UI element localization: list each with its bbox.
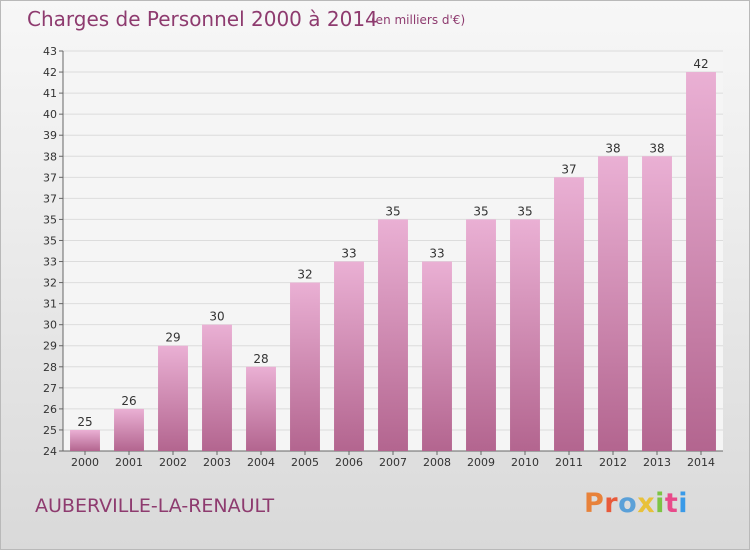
- logo-letter: i: [678, 488, 689, 519]
- logo-letter: i: [655, 488, 665, 519]
- x-tick-label: 2000: [71, 456, 99, 469]
- bar: [598, 156, 628, 451]
- x-tick-label: 2004: [247, 456, 275, 469]
- x-tick-labels: 2000 2001 2002 2003 2004 2005 2006 2007 2008 2009…: [71, 456, 715, 469]
- bar: [202, 324, 232, 451]
- y-tick-labels: 24 25 26 27 28 29 30 31 32 33 35 35 37 37 38 39 40 41 42 43: [43, 45, 57, 458]
- x-tick-label: 2007: [379, 456, 407, 469]
- logo-letter: x: [637, 488, 656, 519]
- bar-value-label: 35: [517, 204, 532, 218]
- x-tick-label: 2011: [555, 456, 583, 469]
- bar-value-label: 42: [693, 57, 708, 71]
- bar: [246, 366, 276, 451]
- x-tick-label: 2012: [599, 456, 627, 469]
- bar-value-label: 35: [385, 204, 400, 218]
- bar: [378, 219, 408, 451]
- bar: [422, 261, 452, 451]
- y-tick-label: 33: [43, 256, 57, 269]
- bar: [70, 429, 100, 451]
- y-tick-label: 35: [43, 213, 57, 226]
- y-tick-label: 40: [43, 108, 57, 121]
- y-tick-label: 35: [43, 234, 57, 247]
- bar: [642, 156, 672, 451]
- bar-value-label: 26: [121, 394, 136, 408]
- x-tick-label: 2003: [203, 456, 231, 469]
- bar-value-label: 30: [209, 310, 224, 324]
- bar-value-label: 38: [605, 141, 620, 155]
- y-tick-label: 30: [43, 319, 57, 332]
- bar: [554, 177, 584, 451]
- x-tick-label: 2002: [159, 456, 187, 469]
- bar-value-label: 29: [165, 331, 180, 345]
- y-tick-label: 43: [43, 45, 57, 58]
- y-tick-label: 39: [43, 129, 57, 142]
- bar-value-label: 37: [561, 162, 576, 176]
- chart-title: Charges de Personnel 2000 à 2014: [27, 7, 378, 31]
- bars: [70, 72, 716, 451]
- bar: [114, 408, 144, 451]
- bar-value-label: 38: [649, 141, 664, 155]
- proxiti-logo: Proxiti: [584, 488, 688, 519]
- x-tick-label: 2001: [115, 456, 143, 469]
- bar: [334, 261, 364, 451]
- y-tick-label: 42: [43, 66, 57, 79]
- x-tick-label: 2005: [291, 456, 319, 469]
- x-tick-label: 2006: [335, 456, 363, 469]
- bar: [686, 72, 716, 451]
- logo-letter: r: [604, 488, 619, 519]
- x-tick-label: 2014: [687, 456, 715, 469]
- x-tick-label: 2010: [511, 456, 539, 469]
- logo-letter: t: [664, 488, 679, 519]
- bar: [510, 219, 540, 451]
- bar-value-label: 32: [297, 268, 312, 282]
- logo-letter: o: [618, 488, 638, 519]
- bar-value-label: 28: [253, 352, 268, 366]
- bar: [290, 282, 320, 451]
- bar: [466, 219, 496, 451]
- logo-letter: P: [584, 488, 605, 519]
- y-tick-label: 25: [43, 424, 57, 437]
- y-tick-label: 28: [43, 361, 57, 374]
- chart-subtitle: (en milliers d'€): [371, 13, 466, 27]
- y-tick-label: 37: [43, 171, 57, 184]
- y-tick-label: 41: [43, 87, 57, 100]
- y-tick-label: 32: [43, 277, 57, 290]
- bar-value-labels: 25 26 29 30 28 32 33 35 33 35 35 37 38 38 42: [77, 57, 708, 429]
- y-tick-label: 38: [43, 150, 57, 163]
- y-tick-label: 27: [43, 382, 57, 395]
- y-tick-label: 29: [43, 340, 57, 353]
- bar-value-label: 33: [341, 247, 356, 261]
- bar: [158, 345, 188, 451]
- y-tick-label: 37: [43, 192, 57, 205]
- bar-value-label: 33: [429, 247, 444, 261]
- commune-name: AUBERVILLE-LA-RENAULT: [35, 495, 275, 517]
- y-tick-label: 31: [43, 298, 57, 311]
- x-tick-label: 2013: [643, 456, 671, 469]
- y-tick-label: 24: [43, 445, 57, 458]
- y-tick-label: 26: [43, 403, 57, 416]
- x-tick-label: 2008: [423, 456, 451, 469]
- x-tick-label: 2009: [467, 456, 495, 469]
- bar-value-label: 35: [473, 204, 488, 218]
- bar-value-label: 25: [77, 415, 92, 429]
